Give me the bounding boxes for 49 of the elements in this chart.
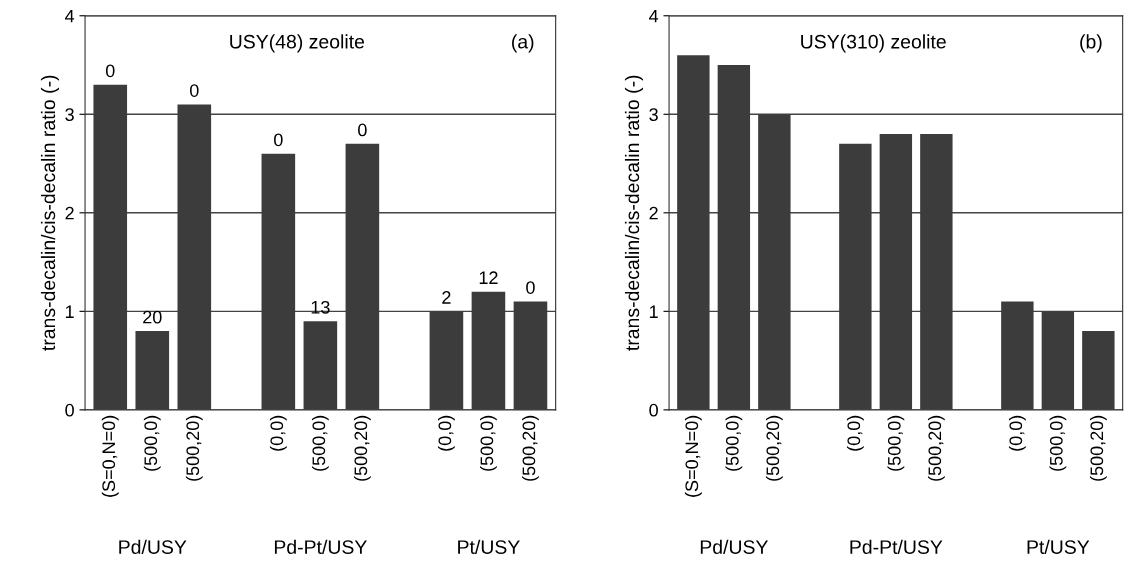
- annotation: 13: [311, 300, 330, 314]
- y-tick-label: 2: [649, 206, 658, 220]
- x-tick-label: (0,0): [846, 415, 864, 451]
- y-tick-label: 2: [65, 206, 74, 220]
- x-tick-label: (0,0): [269, 415, 287, 451]
- text: Pt/USY: [1027, 539, 1090, 554]
- y-tick-label: 1: [649, 305, 658, 318]
- y-tick-label: 3: [649, 108, 658, 122]
- x-tick-label: (0,0): [438, 415, 455, 451]
- x-tick-label: (S=0,N=0): [101, 415, 119, 497]
- text: Pd/USY: [700, 539, 769, 554]
- annotation: (b): [1080, 34, 1102, 53]
- y-tick-label: 0: [649, 403, 658, 417]
- x-tick-label: (500,20): [765, 415, 783, 481]
- x-tick-label: (S=0,N=0): [684, 415, 702, 497]
- y-axis-title: trans-decalin/cis-decalin ratio (-): [624, 75, 644, 351]
- text: USY(48) zeolite: [230, 34, 365, 53]
- x-tick-label: (500,0): [1049, 415, 1067, 471]
- y-axis-title: trans-decalin/cis-decalin ratio (-): [40, 75, 60, 351]
- text: Pd-Pt/USY: [850, 539, 943, 554]
- y-tick-label: 4: [649, 9, 659, 23]
- x-tick-label: (500,20): [185, 415, 203, 481]
- y-tick-label: 0: [65, 403, 74, 417]
- text: Pd/USY: [119, 539, 187, 554]
- annotation: 0: [526, 281, 535, 294]
- x-tick-label: (500,0): [887, 415, 905, 471]
- annotation: 12: [479, 271, 498, 284]
- y-tick-label: 4: [65, 9, 75, 23]
- text: Pd-Pt/USY: [274, 539, 367, 554]
- x-tick-label: (0,0): [1008, 415, 1026, 451]
- text: USY(310) zeolite: [801, 34, 946, 53]
- annotation: 2: [442, 291, 451, 304]
- y-tick-label: 1: [65, 305, 74, 318]
- x-tick-label: (500,0): [143, 415, 161, 471]
- annotation: 20: [143, 310, 162, 324]
- annotation: 0: [189, 84, 199, 97]
- annotation: 0: [358, 123, 367, 137]
- text: Pt/USY: [458, 539, 520, 554]
- annotation: (a): [512, 34, 534, 53]
- x-tick-label: (500,20): [522, 415, 539, 481]
- annotation: 0: [274, 133, 283, 147]
- annotation: 0: [105, 64, 115, 78]
- x-tick-label: (500,20): [353, 415, 371, 481]
- x-tick-label: (500,20): [1089, 415, 1107, 481]
- x-tick-label: (500,0): [725, 415, 743, 471]
- x-tick-label: (500,0): [311, 415, 329, 471]
- x-tick-label: (500,0): [480, 415, 497, 471]
- x-tick-label: (500,20): [927, 415, 945, 481]
- y-tick-label: 3: [65, 108, 74, 122]
